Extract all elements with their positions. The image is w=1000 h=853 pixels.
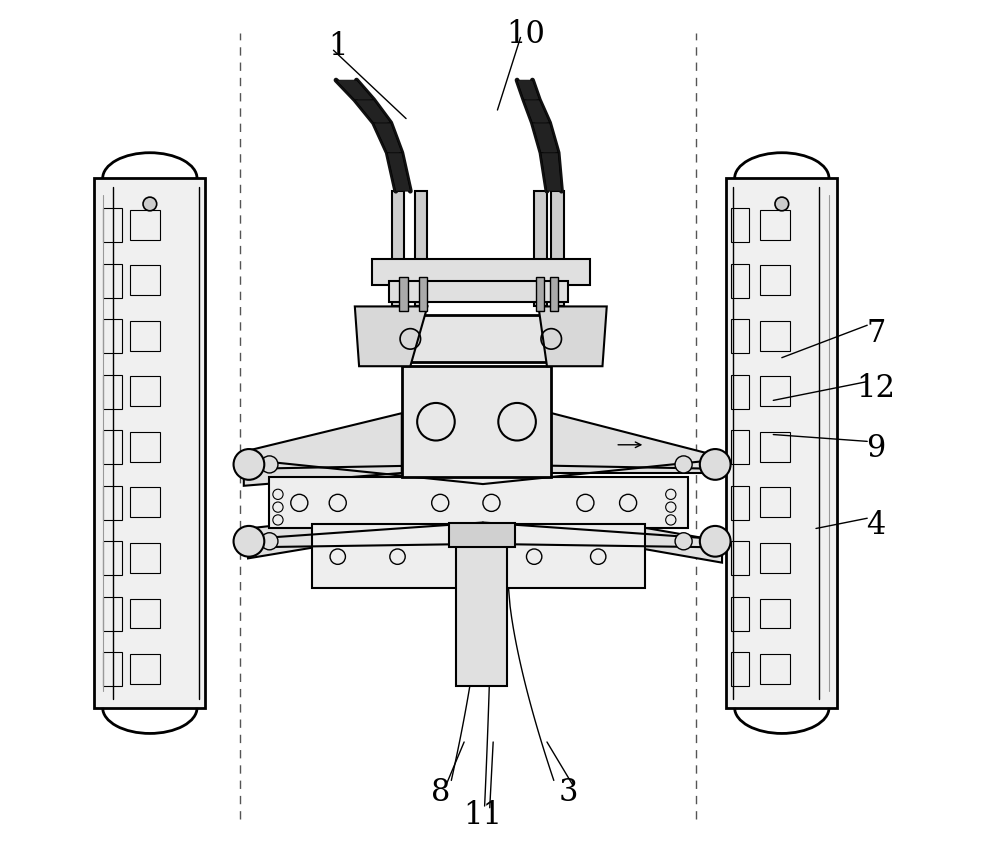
Bar (760, 654, 790, 684)
Polygon shape (538, 307, 607, 367)
Bar (731, 320, 749, 354)
Polygon shape (517, 81, 539, 101)
Polygon shape (336, 81, 374, 101)
Bar (731, 209, 749, 243)
Polygon shape (374, 124, 402, 154)
Bar (449, 524, 515, 548)
Bar (550, 277, 558, 311)
Circle shape (675, 456, 692, 473)
Bar (419, 277, 427, 311)
Bar (103, 264, 122, 299)
Bar (103, 653, 122, 687)
Bar (534, 192, 547, 307)
Polygon shape (387, 154, 410, 192)
Text: 8: 8 (431, 776, 450, 807)
Polygon shape (551, 414, 718, 473)
Bar (103, 431, 122, 465)
Polygon shape (248, 512, 402, 559)
Bar (130, 211, 160, 241)
Polygon shape (532, 124, 558, 154)
Bar (760, 543, 790, 573)
Bar (456, 537, 507, 687)
Bar (103, 597, 122, 631)
Polygon shape (244, 414, 402, 486)
Bar (269, 478, 688, 529)
Bar (103, 542, 122, 576)
Circle shape (700, 526, 731, 557)
Bar (551, 192, 564, 307)
Text: 10: 10 (506, 19, 545, 49)
Text: 9: 9 (866, 432, 885, 463)
Bar (103, 320, 122, 354)
Text: 11: 11 (463, 799, 502, 830)
Bar (312, 525, 645, 589)
Polygon shape (524, 101, 550, 124)
Text: 7: 7 (866, 317, 885, 348)
Bar (731, 653, 749, 687)
Bar (760, 211, 790, 241)
Bar (415, 192, 427, 307)
Bar (731, 431, 749, 465)
Text: 1: 1 (328, 32, 347, 62)
Bar (731, 542, 749, 576)
Bar (726, 179, 837, 708)
Bar (760, 266, 790, 296)
Circle shape (261, 533, 278, 550)
Circle shape (700, 450, 731, 480)
Bar (103, 209, 122, 243)
Bar (130, 266, 160, 296)
Bar (399, 277, 408, 311)
Polygon shape (355, 101, 391, 124)
Bar (372, 260, 590, 286)
Bar (760, 377, 790, 407)
Text: 12: 12 (856, 373, 895, 403)
Polygon shape (541, 154, 561, 192)
Bar (392, 192, 404, 307)
Bar (536, 277, 544, 311)
Bar (130, 599, 160, 629)
Bar (760, 322, 790, 351)
Bar (130, 543, 160, 573)
Circle shape (775, 198, 789, 212)
Circle shape (261, 456, 278, 473)
Bar (402, 367, 551, 478)
Bar (94, 179, 205, 708)
Polygon shape (551, 512, 722, 563)
Bar (130, 377, 160, 407)
Bar (760, 432, 790, 462)
Polygon shape (355, 307, 427, 367)
Text: 4: 4 (866, 509, 885, 540)
Bar (103, 375, 122, 409)
Circle shape (234, 526, 264, 557)
Circle shape (234, 450, 264, 480)
Bar (389, 281, 568, 303)
Bar (731, 597, 749, 631)
Bar (731, 486, 749, 520)
Bar (130, 432, 160, 462)
Circle shape (143, 198, 157, 212)
Bar (760, 488, 790, 518)
Bar (731, 375, 749, 409)
Bar (760, 599, 790, 629)
Bar (103, 486, 122, 520)
Circle shape (675, 533, 692, 550)
Bar (731, 264, 749, 299)
Bar (376, 316, 585, 363)
Bar (130, 654, 160, 684)
Text: 3: 3 (559, 776, 578, 807)
Bar (130, 322, 160, 351)
Bar (130, 488, 160, 518)
